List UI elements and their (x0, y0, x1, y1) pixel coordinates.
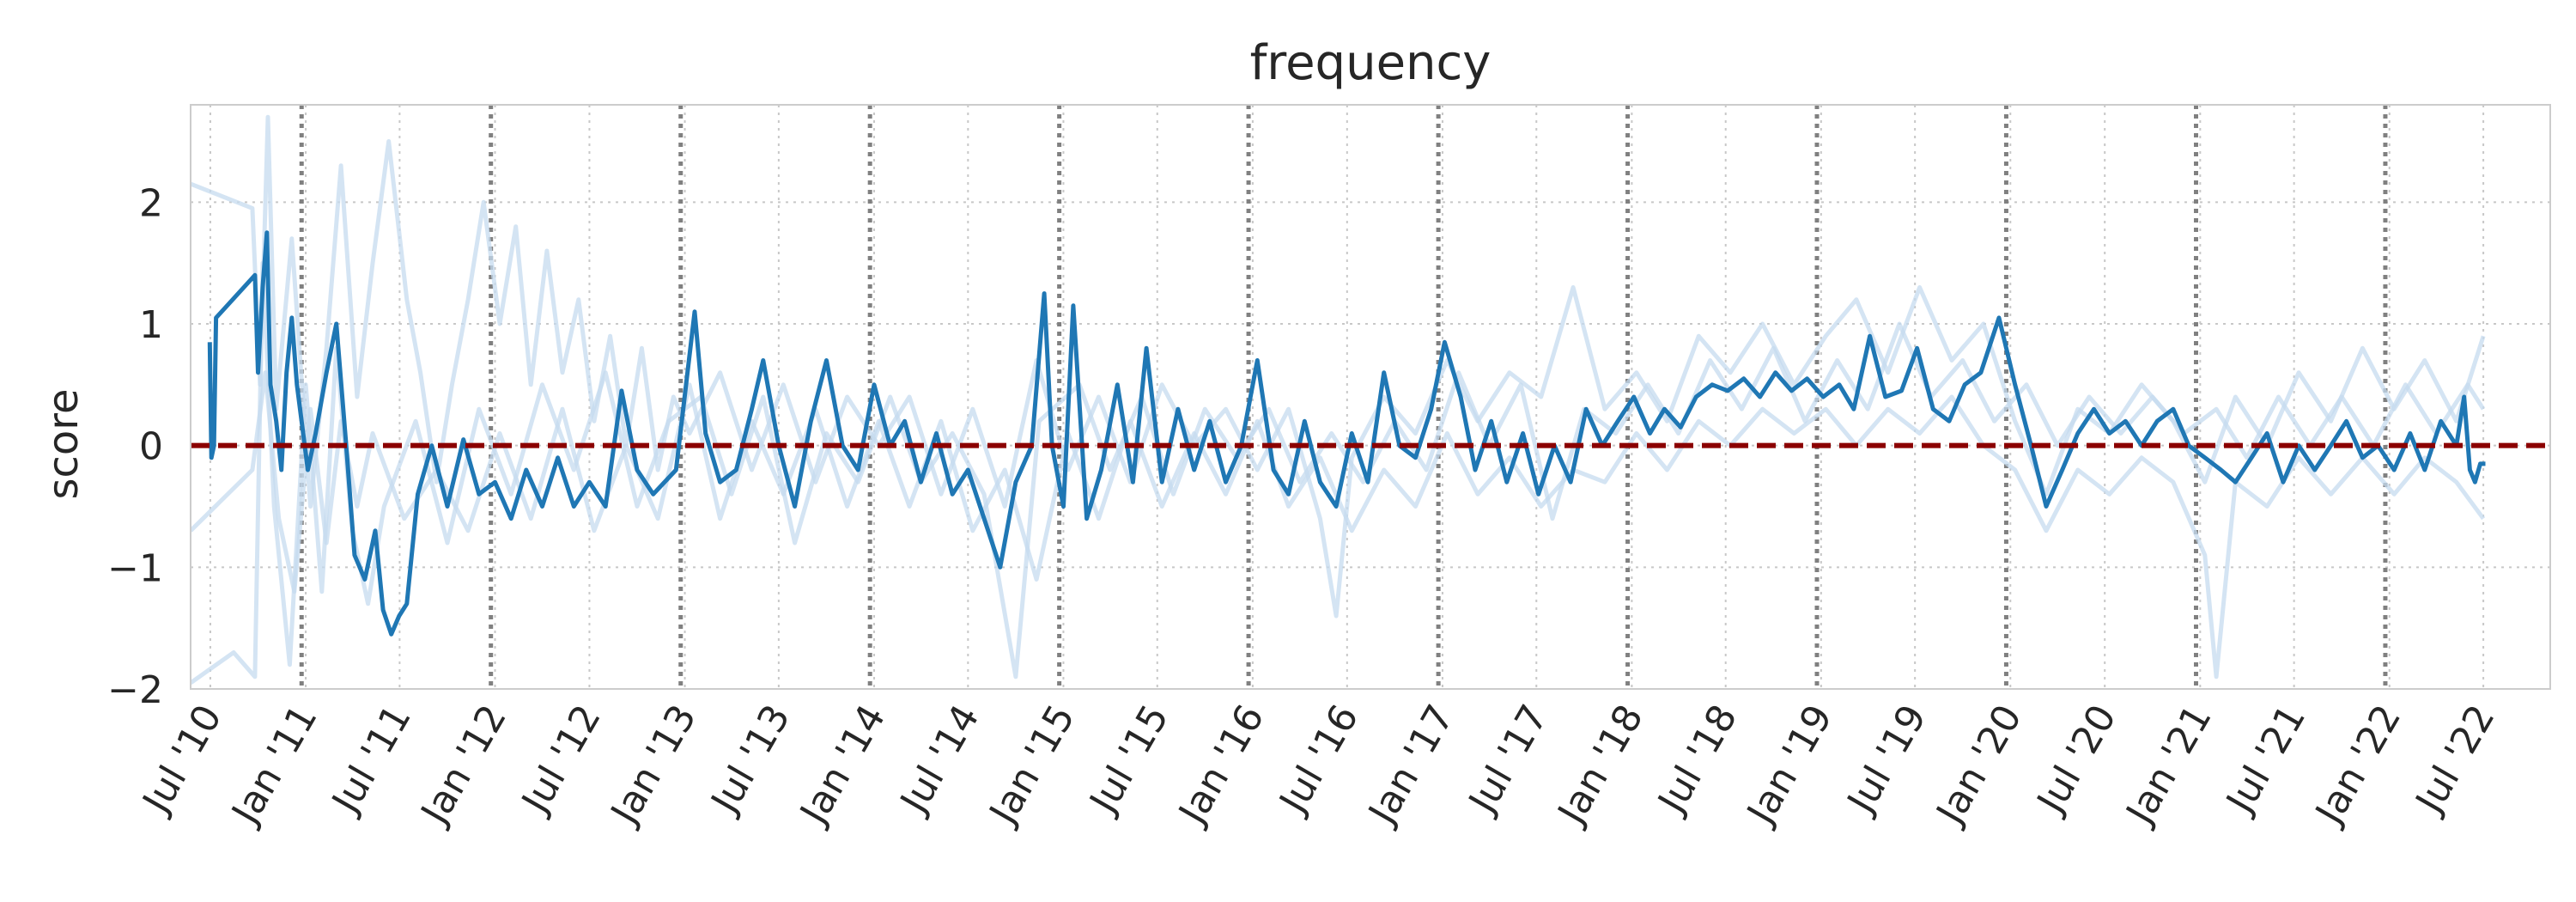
series-lines (191, 114, 2486, 685)
series-line-faint-1 (191, 114, 2486, 619)
year-markers (299, 105, 2388, 689)
chart-title: frequency (1250, 35, 1492, 91)
y-tick-label-2: 0 (139, 425, 163, 469)
y-tick-label-0: −2 (107, 668, 163, 712)
series-line-faint-3 (191, 260, 2486, 685)
plot-frame (190, 104, 2551, 690)
y-axis-label: score (39, 389, 88, 500)
y-tick-label-1: −1 (107, 546, 163, 590)
y-tick-label-4: 2 (139, 181, 163, 225)
y-tick-label-3: 1 (139, 303, 163, 347)
y-tick-labels: −2 −1 0 1 2 (107, 181, 163, 712)
series-line-main (207, 230, 2486, 637)
